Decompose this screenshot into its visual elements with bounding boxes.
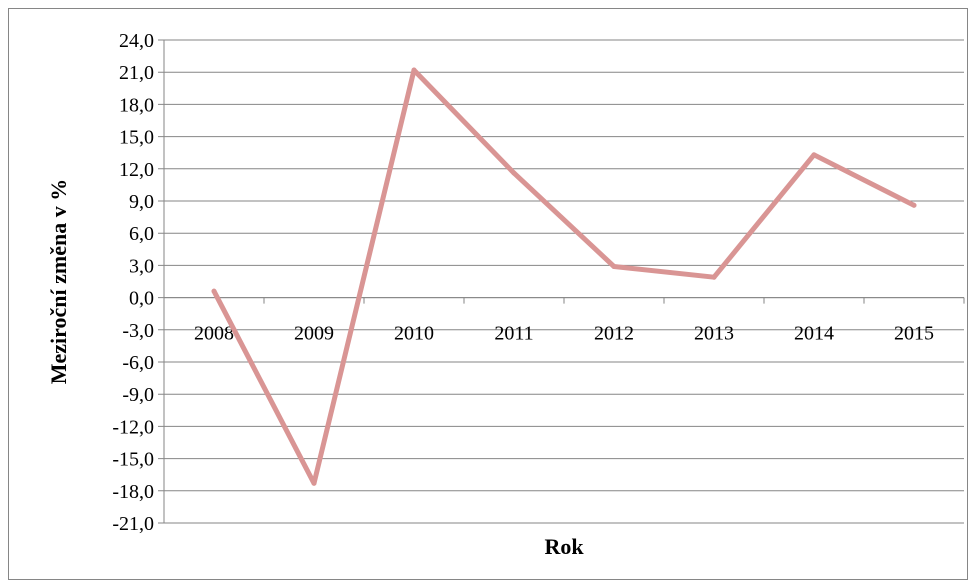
- x-tick-label: 2010: [394, 323, 434, 345]
- x-axis-title: Rok: [544, 534, 584, 559]
- x-tick-labels: 2008 2009 2010 2011 2012 2013 2014 2015: [194, 323, 934, 345]
- y-tick-label: -18,0: [112, 481, 154, 503]
- x-axis: [163, 297, 965, 304]
- y-tick-label: 0,0: [129, 288, 154, 310]
- series-line: [211, 67, 917, 486]
- data-point: [611, 263, 617, 269]
- x-tick-label: 2014: [794, 323, 834, 345]
- data-point: [411, 67, 417, 73]
- x-tick-label: 2012: [594, 323, 634, 345]
- data-point: [511, 170, 517, 176]
- data-point: [911, 202, 917, 208]
- y-tick-label: -15,0: [112, 449, 154, 471]
- x-tick-label: 2011: [494, 323, 533, 345]
- y-tick-label: -9,0: [122, 384, 154, 406]
- y-tick-label: 15,0: [119, 127, 154, 149]
- y-tick-label: 18,0: [119, 94, 154, 116]
- data-point: [311, 480, 317, 486]
- y-tick-label: 3,0: [129, 255, 154, 277]
- y-tick-label: 6,0: [129, 223, 154, 245]
- data-point: [811, 152, 817, 158]
- y-tick-label: 21,0: [119, 62, 154, 84]
- chart-frame: [8, 8, 968, 580]
- x-tick-label: 2013: [694, 323, 734, 345]
- y-tick-label: -3,0: [122, 320, 154, 342]
- series-layer: [211, 67, 917, 486]
- gridlines: [158, 39, 964, 524]
- y-tick-label: 9,0: [129, 191, 154, 213]
- data-point: [711, 274, 717, 280]
- data-point: [211, 288, 217, 294]
- y-axis-title: Meziroční změna v %: [46, 179, 71, 384]
- x-tick-label: 2008: [194, 323, 234, 345]
- y-tick-label: 24,0: [119, 30, 154, 52]
- y-tick-label: -21,0: [112, 513, 154, 535]
- y-tick-label: 12,0: [119, 159, 154, 181]
- y-tick-labels: -21,0 -18,0 -15,0 -12,0 -9,0 -6,0 -3,0 0,0 3,0 6,…: [112, 30, 154, 535]
- x-tick-label: 2009: [294, 323, 334, 345]
- y-tick-label: -6,0: [122, 352, 154, 374]
- x-tick-label: 2015: [894, 323, 934, 345]
- y-tick-label: -12,0: [112, 416, 154, 438]
